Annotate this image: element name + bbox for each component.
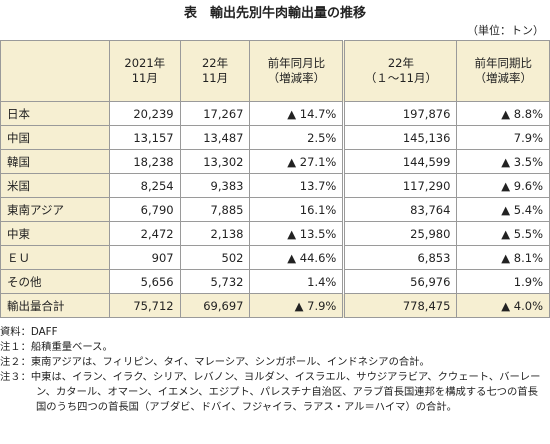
cell: ▲ 5.5% xyxy=(456,221,550,246)
cell: 18,238 xyxy=(109,149,181,174)
cell: 502 xyxy=(179,245,251,270)
row-label: ＥＵ xyxy=(0,245,110,270)
note: 注３：中東は、イラン、イラク、シリア、レバノン、ヨルダン、イスラエル、サウジアラ… xyxy=(0,371,541,413)
row-label: 輸出量合計 xyxy=(0,293,110,318)
cell: 2,138 xyxy=(179,221,251,246)
table-row: 日本 20,239 17,267 ▲ 14.7% 197,876 ▲ 8.8% xyxy=(0,101,550,126)
table-row: 米国 8,254 9,383 13.7% 117,290 ▲ 9.6% xyxy=(0,173,550,198)
cell: 7,885 xyxy=(179,197,251,222)
cell: 13,487 xyxy=(179,125,251,150)
cell: 13,157 xyxy=(109,125,181,150)
cell: 5,656 xyxy=(109,269,181,294)
cell: ▲ 8.8% xyxy=(456,101,550,126)
cell: 13.7% xyxy=(249,173,346,198)
row-label: 日本 xyxy=(0,101,110,126)
column-header: 前年同月比 （増減率） xyxy=(249,40,346,102)
cell: 778,475 xyxy=(343,293,458,318)
row-label: その他 xyxy=(0,269,110,294)
cell: ▲ 14.7% xyxy=(249,101,346,126)
cell: 117,290 xyxy=(343,173,458,198)
cell: 197,876 xyxy=(343,101,458,126)
row-label: 韓国 xyxy=(0,149,110,174)
row-label: 東南アジア xyxy=(0,197,110,222)
cell: 69,697 xyxy=(179,293,251,318)
cell: 6,853 xyxy=(343,245,458,270)
table-row: ＥＵ 907 502 ▲ 44.6% 6,853 ▲ 8.1% xyxy=(0,245,550,270)
cell: 16.1% xyxy=(249,197,346,222)
row-label: 中国 xyxy=(0,125,110,150)
cell: 83,764 xyxy=(343,197,458,222)
note: 資料：DAFF xyxy=(0,326,58,338)
cell: 20,239 xyxy=(109,101,181,126)
column-header: 前年同期比 （増減率） xyxy=(456,40,550,102)
cell: 145,136 xyxy=(343,125,458,150)
cell: 8,254 xyxy=(109,173,181,198)
cell: ▲ 9.6% xyxy=(456,173,550,198)
column-header: 22年 11月 xyxy=(179,40,251,102)
cell: 17,267 xyxy=(179,101,251,126)
cell: 13,302 xyxy=(179,149,251,174)
table-row: 中東 2,472 2,138 ▲ 13.5% 25,980 ▲ 5.5% xyxy=(0,221,550,246)
table-row: 韓国 18,238 13,302 ▲ 27.1% 144,599 ▲ 3.5% xyxy=(0,149,550,174)
column-header: 2021年 11月 xyxy=(109,40,181,102)
cell: 6,790 xyxy=(109,197,181,222)
cell: 144,599 xyxy=(343,149,458,174)
unit-label: （単位：トン） xyxy=(467,24,544,37)
table: 2021年 11月 22年 11月 前年同月比 （増減率） 22年 （１〜11月） 前年… xyxy=(0,40,550,318)
cell: 2.5% xyxy=(249,125,346,150)
table-row: 東南アジア 6,790 7,885 16.1% 83,764 ▲ 5.4% xyxy=(0,197,550,222)
cell: 907 xyxy=(109,245,181,270)
cell: 1.9% xyxy=(456,269,550,294)
cell: ▲ 8.1% xyxy=(456,245,550,270)
row-label: 中東 xyxy=(0,221,110,246)
cell: ▲ 5.4% xyxy=(456,197,550,222)
cell: ▲ 4.0% xyxy=(456,293,550,318)
cell: 1.4% xyxy=(249,269,346,294)
cell: 75,712 xyxy=(109,293,181,318)
column-header: 22年 （１〜11月） xyxy=(343,40,458,102)
table-body: 日本 20,239 17,267 ▲ 14.7% 197,876 ▲ 8.8% 中国 13,1… xyxy=(0,101,550,318)
table-row: 中国 13,157 13,487 2.5% 145,136 7.9% xyxy=(0,125,550,150)
cell: ▲ 27.1% xyxy=(249,149,346,174)
table-row: その他 5,656 5,732 1.4% 56,976 1.9% xyxy=(0,269,550,294)
note: 注１：船積重量ベース。 xyxy=(0,341,113,353)
table-row: 輸出量合計 75,712 69,697 ▲ 7.9% 778,475 ▲ 4.0% xyxy=(0,293,550,318)
cell: 7.9% xyxy=(456,125,550,150)
cell: 9,383 xyxy=(179,173,251,198)
cell: 56,976 xyxy=(343,269,458,294)
row-label: 米国 xyxy=(0,173,110,198)
notes: 資料：DAFF 注１：船積重量ベース。注２：東南アジアは、フィリピン、タイ、マレー… xyxy=(0,325,548,415)
header-row: 2021年 11月 22年 11月 前年同月比 （増減率） 22年 （１〜11月） 前年… xyxy=(0,40,550,102)
cell: 5,732 xyxy=(179,269,251,294)
corner-cell xyxy=(0,40,110,102)
note: 注２：東南アジアは、フィリピン、タイ、マレーシア、シンガポール、インドネシアの合… xyxy=(0,356,430,368)
cell: ▲ 7.9% xyxy=(249,293,346,318)
cell: ▲ 13.5% xyxy=(249,221,346,246)
cell: ▲ 44.6% xyxy=(249,245,346,270)
cell: ▲ 3.5% xyxy=(456,149,550,174)
cell: 2,472 xyxy=(109,221,181,246)
cell: 25,980 xyxy=(343,221,458,246)
table-title: 表 輸出先別牛肉輸出量の推移 xyxy=(183,6,366,21)
